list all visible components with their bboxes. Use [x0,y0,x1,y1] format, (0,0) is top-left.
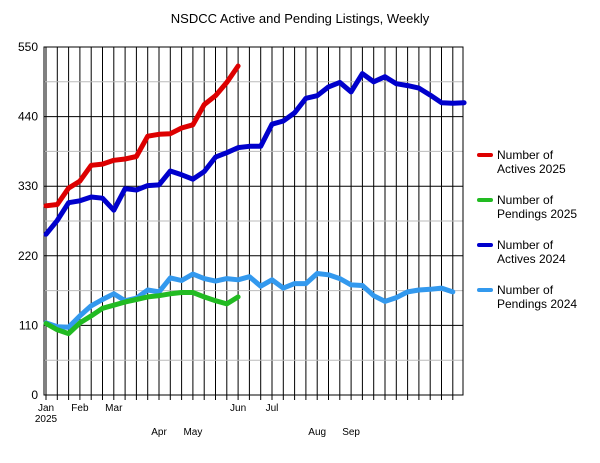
y-tick-label: 440 [18,110,38,124]
y-axis-ticks: 0 110 220 330 440 550 [18,40,38,402]
grid [44,46,463,400]
x-tick-label: Sep [342,427,360,438]
series-line-4 [43,271,456,330]
y-tick-label: 550 [18,40,38,54]
legend-label: Number of Pendings 2024 [497,283,577,311]
x-axis-ticks: Jan 2025 Feb Mar Apr May Jun Jul Aug Sep [35,403,361,438]
x-tick-label: Aug [308,427,326,438]
x-tick-label: Feb [71,403,89,414]
series-lines [43,63,467,337]
legend-label: Number of Actives 2024 [497,238,566,266]
y-tick-label: 220 [18,249,38,263]
y-tick-label: 0 [31,388,38,402]
x-tick-label: Jun [230,403,246,414]
x-tick-label: Apr [151,427,167,438]
x-tick-label: May [183,427,202,438]
y-tick-label: 330 [18,179,38,193]
x-tick-label: Jul [266,403,279,414]
series-line-3 [43,71,467,237]
series-line-2 [43,290,241,337]
series-line-1 [43,63,241,209]
chart-title: NSDCC Active and Pending Listings, Weekl… [171,11,430,26]
x-tick-label: Mar [105,403,123,414]
plot-frame [43,46,464,396]
legend: Number of Actives 2025 Number of Pendings 2… [477,148,577,311]
legend-label: Number of Pendings 2025 [497,193,577,221]
x-tick-label: Jan 2025 [35,403,58,425]
y-tick-label: 110 [19,318,38,332]
legend-label: Number of Actives 2025 [497,148,566,176]
